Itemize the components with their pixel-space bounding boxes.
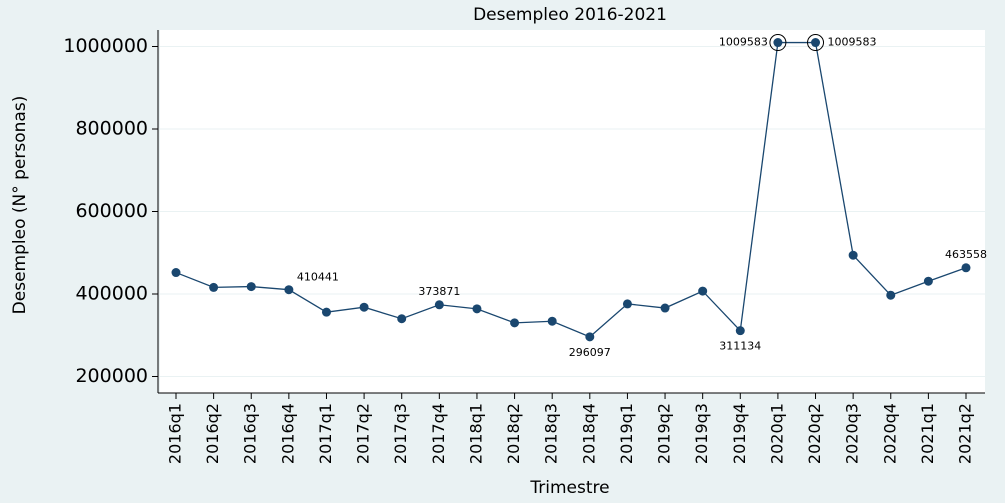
x-tick-label: 2016q1 <box>166 403 185 464</box>
x-tick-label: 2018q2 <box>504 403 523 464</box>
marker <box>246 282 256 292</box>
x-tick-label: 2020q3 <box>843 403 862 464</box>
marker <box>397 314 407 324</box>
y-tick-label: 400000 <box>75 283 148 305</box>
highlight-ring <box>807 34 825 52</box>
marker <box>510 318 520 328</box>
marker <box>961 263 971 273</box>
marker <box>171 268 181 278</box>
marker <box>848 250 858 260</box>
x-tick-label: 2016q2 <box>203 403 222 464</box>
data-label: 311134 <box>719 340 761 353</box>
marker <box>209 282 219 292</box>
x-tick-label: 2019q2 <box>655 403 674 464</box>
data-label: 373871 <box>418 285 460 298</box>
x-tick-label: 2018q3 <box>542 403 561 464</box>
y-tick-label: 1000000 <box>63 35 148 57</box>
highlight-ring <box>769 34 787 52</box>
y-tick-label: 800000 <box>75 118 148 140</box>
x-tick-label: 2021q1 <box>918 403 937 464</box>
data-label: 410441 <box>297 271 339 284</box>
marker <box>472 304 482 314</box>
data-label: 463558 <box>945 248 987 261</box>
marker <box>434 300 444 310</box>
marker <box>321 307 331 317</box>
x-tick-label: 2016q4 <box>278 403 297 464</box>
y-tick-label: 600000 <box>75 200 148 222</box>
data-label: 1009583 <box>828 36 877 49</box>
line <box>175 41 967 338</box>
x-tick-label: 2019q3 <box>692 403 711 464</box>
marker <box>622 299 632 309</box>
x-tick-label: 2017q2 <box>354 403 373 464</box>
x-tick-label: 2018q1 <box>466 403 485 464</box>
marker <box>359 302 369 312</box>
x-axis-title: Trimestre <box>529 478 609 498</box>
marker <box>660 303 670 313</box>
x-tick-label: 2020q4 <box>880 403 899 464</box>
data-label: 1009583 <box>719 36 768 49</box>
x-tick-label: 2018q4 <box>579 403 598 464</box>
y-tick-label: 200000 <box>75 365 148 387</box>
x-tick-label: 2021q2 <box>956 403 975 464</box>
x-tick-label: 2019q1 <box>617 403 636 464</box>
y-axis-title: Desempleo (N° personas) <box>10 96 30 315</box>
x-tick-label: 2016q3 <box>241 403 260 464</box>
marker <box>585 332 595 342</box>
marker <box>773 38 783 48</box>
data-label: 296097 <box>569 346 611 359</box>
marker <box>923 276 933 286</box>
x-tick-label: 2017q1 <box>316 403 335 464</box>
marker <box>698 286 708 296</box>
marker <box>284 285 294 295</box>
chart-title: Desempleo 2016-2021 <box>473 5 667 25</box>
marker <box>886 290 896 300</box>
marker <box>735 326 745 336</box>
marker <box>811 38 821 48</box>
x-tick-label: 2020q1 <box>767 403 786 464</box>
x-tick-label: 2019q4 <box>730 403 749 464</box>
marker <box>547 316 557 326</box>
x-tick-label: 2017q3 <box>391 403 410 464</box>
x-tick-label: 2020q2 <box>805 403 824 464</box>
x-tick-label: 2017q4 <box>429 403 448 464</box>
